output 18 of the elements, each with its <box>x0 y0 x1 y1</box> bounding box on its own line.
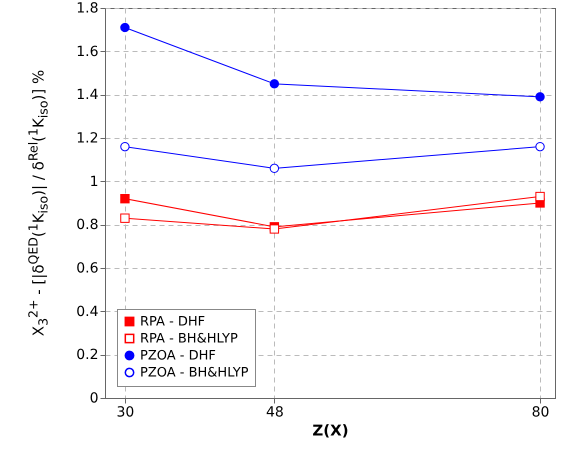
y-tick-label: 0.2 <box>76 347 98 364</box>
x-tick-label: 48 <box>266 404 284 420</box>
y-tick-label: 1.6 <box>76 44 99 60</box>
x-tick-label: 30 <box>116 404 134 420</box>
legend-label: RPA - DHF <box>140 314 206 330</box>
y-tick-label: 1.2 <box>76 130 98 146</box>
y-tick-label: 1.8 <box>76 0 98 16</box>
y-tick-label: 1.4 <box>76 87 99 104</box>
y-tick-label: 0 <box>90 390 98 406</box>
legend-label: RPA - BH&HLYP <box>140 332 238 346</box>
y-tick-label: 1 <box>90 174 98 190</box>
y-tick-label: 0.6 <box>76 260 99 276</box>
y-tick-label: 0.8 <box>76 217 98 234</box>
y-tick-label: 0.4 <box>76 304 99 320</box>
x-axis-title: Z(X) <box>312 422 349 440</box>
x-tick-label: 80 <box>532 404 550 420</box>
legend-label: PZOA - DHF <box>140 348 216 364</box>
legend-label: PZOA - BH&HLYP <box>140 366 249 380</box>
